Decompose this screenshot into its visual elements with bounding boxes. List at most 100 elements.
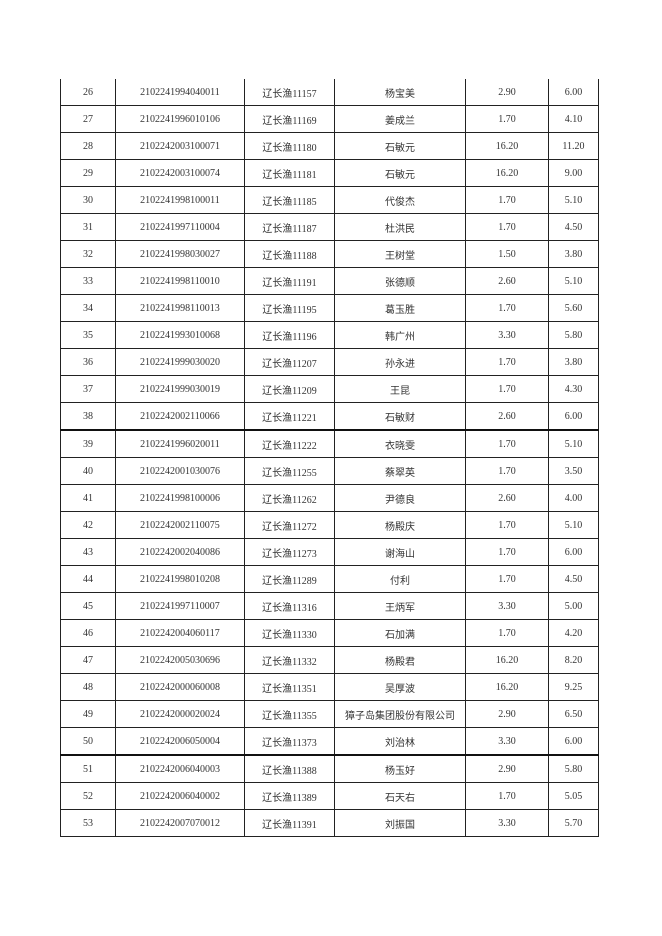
- row-number-cell: 34: [60, 294, 116, 322]
- registration-id-cell: 2102241998100011: [115, 186, 245, 214]
- owner-name-cell: 石敏元: [334, 159, 466, 187]
- row-number-cell: 26: [60, 79, 116, 106]
- table-row: 46 2102242004060117 辽长渔11330 石加满 1.70 4.20: [60, 619, 599, 647]
- owner-name-cell: 杨宝美: [334, 79, 466, 106]
- vessel-name-cell: 辽长渔11272: [244, 511, 335, 539]
- table-row: 29 2102242003100074 辽长渔11181 石敏元 16.20 9.00: [60, 159, 599, 187]
- vessel-name-cell: 辽长渔11330: [244, 619, 335, 647]
- vessel-name-cell: 辽长渔11255: [244, 457, 335, 485]
- value-a-cell: 1.70: [465, 186, 549, 214]
- owner-name-cell: 付利: [334, 565, 466, 593]
- owner-name-cell: 葛玉胜: [334, 294, 466, 322]
- row-number-cell: 37: [60, 375, 116, 403]
- value-a-cell: 3.30: [465, 727, 549, 756]
- value-a-cell: 16.20: [465, 646, 549, 674]
- owner-name-cell: 姜成兰: [334, 105, 466, 133]
- row-number-cell: 48: [60, 673, 116, 701]
- table-row: 30 2102241998100011 辽长渔11185 代俊杰 1.70 5.10: [60, 186, 599, 214]
- table-row: 48 2102242000060008 辽长渔11351 吴厚波 16.20 9.25: [60, 673, 599, 701]
- registration-id-cell: 2102241997110007: [115, 592, 245, 620]
- table-row: 50 2102242006050004 辽长渔11373 刘治林 3.30 6.00: [60, 727, 599, 756]
- table-body: 26 2102241994040011 辽长渔11157 杨宝美 2.90 6.00 27 2…: [60, 79, 599, 837]
- table-row: 26 2102241994040011 辽长渔11157 杨宝美 2.90 6.00: [60, 79, 599, 106]
- value-b-cell: 4.50: [548, 565, 599, 593]
- table-row: 35 2102241993010068 辽长渔11196 韩广州 3.30 5.80: [60, 321, 599, 349]
- value-a-cell: 16.20: [465, 132, 549, 160]
- value-b-cell: 6.00: [548, 402, 599, 431]
- vessel-name-cell: 辽长渔11273: [244, 538, 335, 566]
- owner-name-cell: 蔡翠英: [334, 457, 466, 485]
- value-b-cell: 4.20: [548, 619, 599, 647]
- owner-name-cell: 獐子岛集团股份有限公司: [334, 700, 466, 728]
- vessel-name-cell: 辽长渔11209: [244, 375, 335, 403]
- row-number-cell: 53: [60, 809, 116, 837]
- value-b-cell: 3.50: [548, 457, 599, 485]
- value-b-cell: 4.30: [548, 375, 599, 403]
- value-b-cell: 5.70: [548, 809, 599, 837]
- value-b-cell: 4.10: [548, 105, 599, 133]
- row-number-cell: 29: [60, 159, 116, 187]
- owner-name-cell: 石加满: [334, 619, 466, 647]
- value-b-cell: 6.00: [548, 727, 599, 756]
- row-number-cell: 45: [60, 592, 116, 620]
- row-number-cell: 51: [60, 754, 116, 783]
- registration-id-cell: 2102242002110075: [115, 511, 245, 539]
- table-row: 49 2102242000020024 辽长渔11355 獐子岛集团股份有限公司 2.9…: [60, 700, 599, 728]
- table-row: 39 2102241996020011 辽长渔11222 衣晓雯 1.70 5.10: [60, 429, 599, 458]
- vessel-name-cell: 辽长渔11196: [244, 321, 335, 349]
- value-a-cell: 16.20: [465, 159, 549, 187]
- value-b-cell: 4.50: [548, 213, 599, 241]
- owner-name-cell: 张德顺: [334, 267, 466, 295]
- value-a-cell: 1.70: [465, 375, 549, 403]
- vessel-name-cell: 辽长渔11207: [244, 348, 335, 376]
- value-b-cell: 5.00: [548, 592, 599, 620]
- registration-id-cell: 2102241998100006: [115, 484, 245, 512]
- value-b-cell: 5.80: [548, 321, 599, 349]
- row-number-cell: 40: [60, 457, 116, 485]
- table-row: 51 2102242006040003 辽长渔11388 杨玉好 2.90 5.80: [60, 754, 599, 783]
- value-b-cell: 6.00: [548, 538, 599, 566]
- value-a-cell: 3.30: [465, 321, 549, 349]
- table-row: 44 2102241998010208 辽长渔11289 付利 1.70 4.50: [60, 565, 599, 593]
- owner-name-cell: 杜洪民: [334, 213, 466, 241]
- value-b-cell: 6.00: [548, 79, 599, 106]
- value-a-cell: 1.70: [465, 511, 549, 539]
- table-row: 32 2102241998030027 辽长渔11188 王树堂 1.50 3.80: [60, 240, 599, 268]
- table-row: 31 2102241997110004 辽长渔11187 杜洪民 1.70 4.50: [60, 213, 599, 241]
- value-a-cell: 16.20: [465, 673, 549, 701]
- table-row: 45 2102241997110007 辽长渔11316 王炳军 3.30 5.00: [60, 592, 599, 620]
- owner-name-cell: 杨殿庆: [334, 511, 466, 539]
- vessel-name-cell: 辽长渔11332: [244, 646, 335, 674]
- value-a-cell: 1.70: [465, 348, 549, 376]
- row-number-cell: 46: [60, 619, 116, 647]
- registration-id-cell: 2102242002040086: [115, 538, 245, 566]
- value-b-cell: 6.50: [548, 700, 599, 728]
- value-b-cell: 4.00: [548, 484, 599, 512]
- owner-name-cell: 谢海山: [334, 538, 466, 566]
- row-number-cell: 42: [60, 511, 116, 539]
- vessel-name-cell: 辽长渔11195: [244, 294, 335, 322]
- vessel-name-cell: 辽长渔11389: [244, 782, 335, 810]
- registration-id-cell: 2102241998110013: [115, 294, 245, 322]
- vessel-name-cell: 辽长渔11169: [244, 105, 335, 133]
- row-number-cell: 35: [60, 321, 116, 349]
- value-b-cell: 11.20: [548, 132, 599, 160]
- registration-id-cell: 2102242004060117: [115, 619, 245, 647]
- registration-id-cell: 2102241999030020: [115, 348, 245, 376]
- registration-id-cell: 2102242007070012: [115, 809, 245, 837]
- registration-id-cell: 2102241999030019: [115, 375, 245, 403]
- vessel-name-cell: 辽长渔11289: [244, 565, 335, 593]
- vessel-name-cell: 辽长渔11181: [244, 159, 335, 187]
- value-a-cell: 2.90: [465, 79, 549, 106]
- registration-id-cell: 2102242006040002: [115, 782, 245, 810]
- value-a-cell: 1.70: [465, 619, 549, 647]
- owner-name-cell: 韩广州: [334, 321, 466, 349]
- table-row: 53 2102242007070012 辽长渔11391 刘振国 3.30 5.70: [60, 809, 599, 837]
- table-row: 52 2102242006040002 辽长渔11389 石天右 1.70 5.05: [60, 782, 599, 810]
- registration-id-cell: 2102241997110004: [115, 213, 245, 241]
- table-row: 33 2102241998110010 辽长渔11191 张德顺 2.60 5.10: [60, 267, 599, 295]
- owner-name-cell: 杨殿君: [334, 646, 466, 674]
- row-number-cell: 27: [60, 105, 116, 133]
- table-row: 36 2102241999030020 辽长渔11207 孙永进 1.70 3.80: [60, 348, 599, 376]
- vessel-name-cell: 辽长渔11373: [244, 727, 335, 756]
